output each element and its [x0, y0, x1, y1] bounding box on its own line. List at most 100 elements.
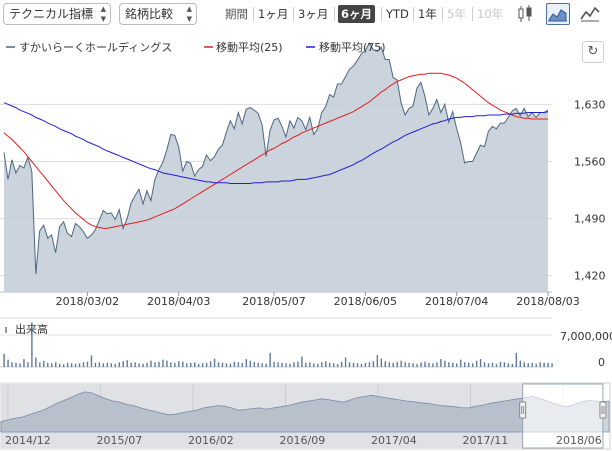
navigator-date-label: 2017/04	[371, 434, 417, 447]
volume-bar	[90, 355, 93, 367]
volume-bar	[39, 362, 41, 367]
volume-bar	[174, 362, 176, 367]
navigator-date-label: 2018/06	[556, 434, 602, 447]
volume-bar	[483, 362, 486, 367]
volume-bar	[440, 359, 442, 367]
volume-bar	[460, 359, 462, 367]
divider	[472, 7, 473, 21]
volume-bar	[23, 359, 25, 367]
volume-bar	[78, 363, 81, 367]
volume-bar	[197, 363, 200, 367]
volume-bar	[428, 362, 430, 367]
volume-bar	[82, 362, 85, 367]
legend: すかいらーくホールディングス 移動平均(25) 移動平均(75)	[6, 40, 386, 54]
volume-bar	[201, 363, 204, 367]
legend-ma25-label: 移動平均(25)	[216, 40, 283, 54]
volume-bar	[467, 362, 470, 367]
volume-bar	[293, 362, 295, 367]
volume-bar	[547, 362, 549, 367]
volume-bar	[31, 322, 33, 367]
period-3m-button[interactable]: 3ヶ月	[298, 7, 329, 21]
period-1y-button[interactable]: 1年	[418, 7, 437, 21]
volume-bar	[43, 360, 45, 367]
x-tick-label: 2018/03/02	[56, 295, 119, 308]
navigator-selection[interactable]	[522, 383, 604, 449]
volume-bar	[340, 361, 343, 367]
volume-bar	[364, 362, 367, 367]
navigator-left-handle[interactable]	[519, 401, 527, 419]
volume-bar	[503, 362, 506, 367]
volume-bar	[150, 360, 152, 367]
y-tick-label: 1,420	[574, 270, 606, 283]
divider	[334, 7, 335, 21]
period-6m-button[interactable]: 6ヶ月	[338, 5, 376, 23]
legend-ma75-label: 移動平均(75)	[319, 40, 386, 54]
volume-bar	[138, 363, 140, 367]
volume-bar	[396, 361, 398, 367]
navigator-mask	[1, 384, 523, 448]
volume-bar	[487, 363, 490, 367]
volume-bar	[245, 359, 248, 367]
refresh-button[interactable]: ↻	[582, 41, 604, 63]
volume-bar	[94, 362, 97, 367]
volume-bar	[15, 362, 17, 367]
volume-bar	[186, 363, 188, 367]
area-chart-icon[interactable]	[546, 3, 570, 25]
volume-bar	[491, 362, 494, 367]
volume-bar	[249, 360, 251, 367]
volume-bar	[329, 362, 331, 367]
volume-bar	[51, 363, 53, 367]
volume-bar	[253, 362, 255, 367]
volume-bar	[261, 363, 263, 367]
volume-bar	[269, 352, 271, 367]
volume-bar	[432, 363, 434, 367]
volume-bar	[384, 361, 386, 367]
volume-bar	[62, 364, 65, 367]
volume-bar	[301, 356, 303, 367]
period-ytd-button[interactable]: YTD	[386, 7, 409, 21]
volume-bar	[332, 363, 335, 367]
volume-bar	[98, 362, 101, 367]
volume-bar	[74, 363, 77, 367]
x-tick-label: 2018/05/07	[242, 295, 305, 308]
ma25-line	[3, 72, 548, 229]
navigator-date-label: 2017/11	[463, 434, 509, 447]
x-tick-label: 2018/06/05	[334, 295, 397, 308]
line-chart-icon[interactable]	[578, 3, 602, 25]
period-1m-button[interactable]: 1ヶ月	[258, 7, 289, 21]
volume-bar	[539, 362, 541, 367]
period-10y-button[interactable]: 10年	[477, 7, 504, 21]
volume-bar	[182, 361, 184, 367]
navigator-right-handle[interactable]	[599, 401, 607, 419]
volume-bar	[388, 362, 390, 367]
volume-bar	[241, 362, 244, 367]
volume-bar	[507, 363, 510, 367]
period-5y-button[interactable]: 5年	[447, 7, 466, 21]
technical-indicator-label: テクニカル指標	[9, 7, 94, 21]
volume-bar	[193, 362, 196, 367]
volume-bar	[309, 362, 311, 367]
volume-bar	[257, 362, 259, 367]
volume-bar	[471, 363, 474, 367]
volume-bar	[523, 362, 525, 367]
volume-bar	[336, 363, 339, 367]
navigator-date-label: 2016/02	[188, 434, 234, 447]
compare-stock-select[interactable]: 銘柄比較 ▲ ▼	[119, 3, 197, 25]
technical-indicator-select[interactable]: テクニカル指標 ▲ ▼	[3, 3, 111, 25]
volume-bar	[146, 362, 148, 367]
y-tick-label: 1,630	[574, 98, 606, 111]
volume-bar	[313, 363, 315, 367]
price-area-fill	[4, 43, 548, 293]
divider	[381, 7, 382, 21]
volume-bar	[356, 363, 359, 367]
x-tick-label: 2018/07/04	[425, 295, 488, 308]
candlestick-icon[interactable]	[514, 3, 538, 25]
y-tick-label: 1,560	[574, 155, 606, 168]
volume-bar	[205, 362, 208, 367]
volume-grid	[0, 334, 552, 368]
volume-bar	[281, 362, 283, 367]
volume-bar	[106, 362, 109, 367]
volume-bar	[321, 362, 323, 367]
volume-bar	[392, 362, 394, 367]
